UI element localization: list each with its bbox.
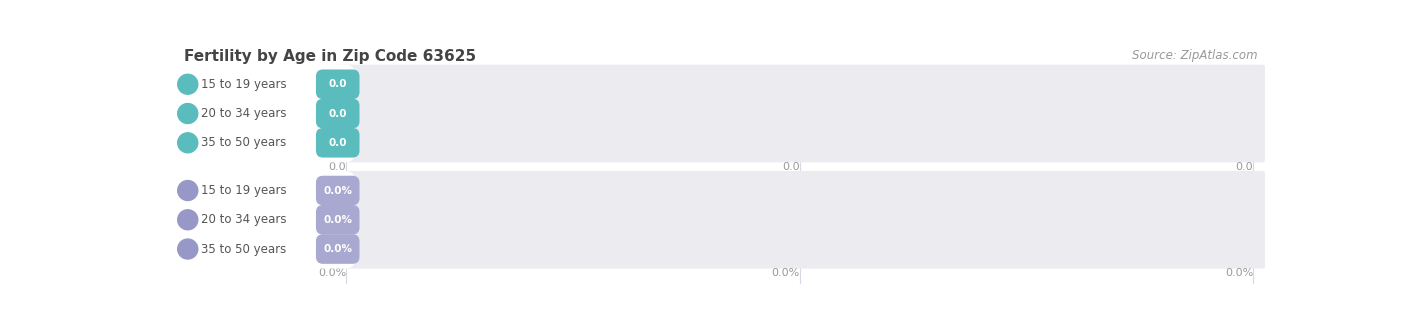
Circle shape xyxy=(177,181,198,201)
Text: 15 to 19 years: 15 to 19 years xyxy=(201,184,287,197)
FancyBboxPatch shape xyxy=(180,175,1263,206)
FancyBboxPatch shape xyxy=(316,205,360,235)
Text: 35 to 50 years: 35 to 50 years xyxy=(201,243,287,255)
Circle shape xyxy=(177,210,198,230)
FancyBboxPatch shape xyxy=(329,65,1271,104)
FancyBboxPatch shape xyxy=(180,234,1263,264)
Text: 0.0%: 0.0% xyxy=(318,268,346,278)
FancyBboxPatch shape xyxy=(329,94,1271,133)
FancyBboxPatch shape xyxy=(316,176,360,205)
Text: 0.0%: 0.0% xyxy=(1225,268,1253,278)
Text: 0.0: 0.0 xyxy=(782,162,800,172)
FancyBboxPatch shape xyxy=(180,127,1263,158)
FancyBboxPatch shape xyxy=(173,229,356,269)
FancyBboxPatch shape xyxy=(173,200,356,239)
Circle shape xyxy=(177,239,198,259)
Text: 0.0%: 0.0% xyxy=(323,185,353,195)
FancyBboxPatch shape xyxy=(329,229,1271,269)
FancyBboxPatch shape xyxy=(329,123,1271,162)
Text: 20 to 34 years: 20 to 34 years xyxy=(201,213,287,226)
Text: 15 to 19 years: 15 to 19 years xyxy=(201,78,287,91)
Text: 0.0%: 0.0% xyxy=(323,215,353,225)
Text: 0.0: 0.0 xyxy=(329,109,347,118)
Circle shape xyxy=(177,104,198,123)
Text: 0.0%: 0.0% xyxy=(772,268,800,278)
FancyBboxPatch shape xyxy=(316,128,360,157)
FancyBboxPatch shape xyxy=(329,171,1271,210)
FancyBboxPatch shape xyxy=(180,98,1263,129)
FancyBboxPatch shape xyxy=(173,123,356,162)
Text: 0.0: 0.0 xyxy=(329,79,347,89)
Text: 35 to 50 years: 35 to 50 years xyxy=(201,136,287,149)
Text: 0.0%: 0.0% xyxy=(323,244,353,254)
FancyBboxPatch shape xyxy=(316,234,360,264)
FancyBboxPatch shape xyxy=(173,65,356,104)
FancyBboxPatch shape xyxy=(316,70,360,99)
Text: Source: ZipAtlas.com: Source: ZipAtlas.com xyxy=(1132,49,1257,62)
Text: 0.0: 0.0 xyxy=(1236,162,1253,172)
FancyBboxPatch shape xyxy=(180,204,1263,235)
FancyBboxPatch shape xyxy=(329,200,1271,239)
Text: Fertility by Age in Zip Code 63625: Fertility by Age in Zip Code 63625 xyxy=(184,49,475,64)
Text: 20 to 34 years: 20 to 34 years xyxy=(201,107,287,120)
Circle shape xyxy=(177,133,198,153)
FancyBboxPatch shape xyxy=(173,171,356,210)
Text: 0.0: 0.0 xyxy=(329,162,346,172)
Text: 0.0: 0.0 xyxy=(329,138,347,148)
Circle shape xyxy=(177,74,198,94)
FancyBboxPatch shape xyxy=(173,94,356,133)
FancyBboxPatch shape xyxy=(180,69,1263,100)
FancyBboxPatch shape xyxy=(316,99,360,128)
